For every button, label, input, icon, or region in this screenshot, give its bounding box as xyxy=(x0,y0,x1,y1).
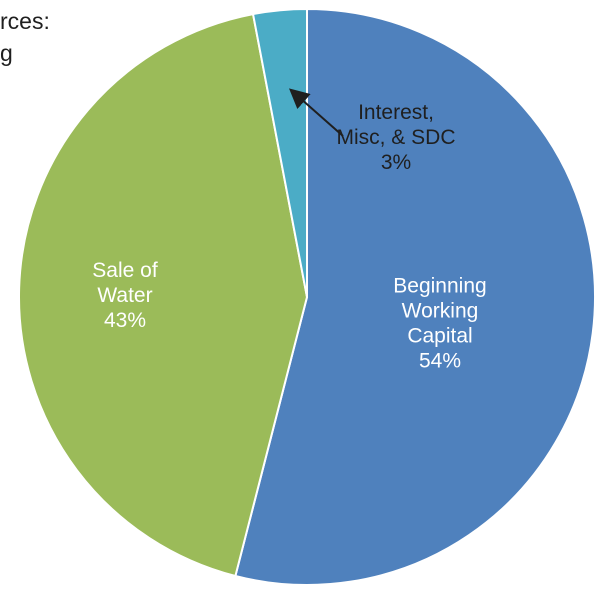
pie-category-label-line: Water xyxy=(97,284,152,307)
pie-slices xyxy=(18,7,596,586)
pie-slice-sale-of-water xyxy=(18,12,309,578)
pie-category-label-line: Working xyxy=(402,300,479,323)
pie-category-label-line: Sale of xyxy=(92,259,158,282)
pie-label-beginning-working-capital: Beginning Working Capital 54% xyxy=(393,275,486,373)
pie-value-label: 43% xyxy=(104,309,146,332)
pie-labels: Beginning Working Capital 54% Sale of Water 43… xyxy=(92,88,487,373)
pie-value-label: 54% xyxy=(419,350,461,373)
pie-value-label: 3% xyxy=(381,151,411,174)
pie-label-interest-misc-sdc: Interest, Misc, & SDC 3% xyxy=(336,101,455,174)
pie-slice-interest-misc-sdc xyxy=(251,7,308,298)
pie-slice-beginning-working-capital xyxy=(234,7,596,586)
chart-title-line-2: g xyxy=(0,40,13,66)
chart-title-line-1: rces: xyxy=(0,8,50,34)
leader-arrow xyxy=(289,88,344,137)
pie-category-label-line: Beginning xyxy=(393,275,486,298)
pie-category-label-line: Misc, & SDC xyxy=(336,126,455,149)
pie-category-label-line: Capital xyxy=(407,325,472,348)
pie-label-sale-of-water: Sale of Water 43% xyxy=(92,259,158,332)
pie-category-label-line: Interest, xyxy=(358,101,434,124)
